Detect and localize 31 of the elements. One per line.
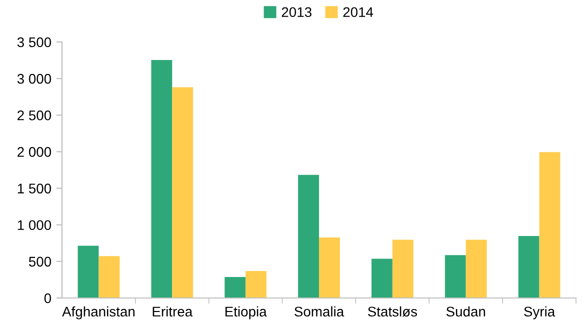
bar [372, 258, 392, 298]
y-tick-label: 500 [28, 256, 52, 267]
bar [392, 240, 414, 298]
y-tick-label: 1 000 [18, 220, 52, 230]
bar [151, 60, 172, 298]
x-tick-label: Syria [524, 306, 556, 320]
bar [98, 256, 120, 298]
x-tick-label: Etiopia [225, 306, 267, 320]
y-tick-label: 2 500 [18, 110, 52, 120]
legend-label: 2014 [343, 7, 374, 18]
bar [172, 87, 194, 298]
legend-label: 2013 [282, 7, 312, 18]
bar [246, 271, 266, 298]
y-tick-label: 0 [44, 293, 52, 304]
x-tick-label: Afghanistan [62, 306, 134, 320]
bar [319, 237, 340, 298]
bar [518, 236, 540, 298]
y-tick-label: 3 000 [17, 74, 52, 84]
bar [444, 255, 466, 298]
bar [466, 240, 487, 298]
x-tick-label: Sudan [446, 306, 486, 317]
bar [539, 152, 560, 298]
x-tick-label: Somalia [294, 306, 344, 317]
y-tick-label: 3 500 [17, 37, 52, 48]
x-tick-label: Statsløs [368, 306, 418, 317]
y-tick-label: 1 500 [18, 184, 52, 194]
bar [298, 174, 319, 298]
y-tick-label: 2 000 [18, 147, 52, 157]
bar [78, 246, 99, 298]
bar [224, 277, 246, 298]
x-tick-label: Eritrea [152, 306, 193, 317]
